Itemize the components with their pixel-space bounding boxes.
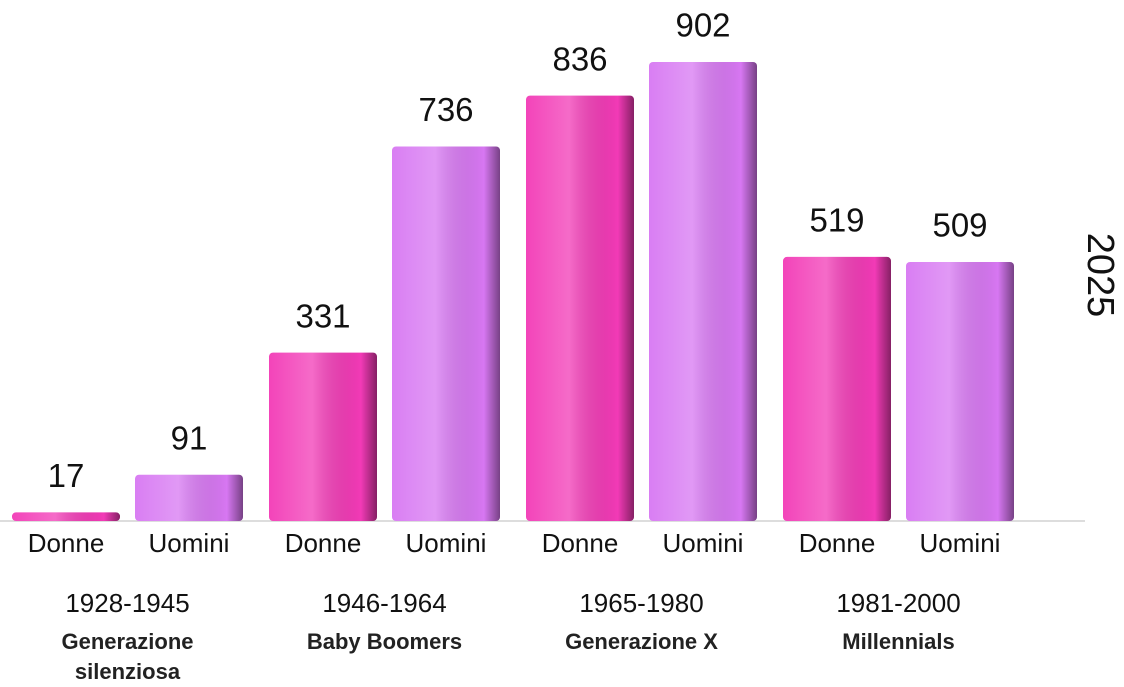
category-label: 1965-1980	[579, 588, 703, 618]
series-label: Donne	[542, 528, 619, 558]
category-label: 1946-1964	[322, 588, 446, 618]
value-label: 509	[932, 207, 987, 244]
bar-shade	[135, 474, 243, 521]
category-name: Millennials	[842, 629, 955, 654]
series-label: Donne	[285, 528, 362, 558]
value-label: 17	[48, 457, 85, 494]
bar-shade	[906, 261, 1014, 521]
series-label: Donne	[799, 528, 876, 558]
category-name: Generazione silenziosa	[61, 629, 194, 684]
value-label: 519	[809, 202, 864, 239]
series-label: Uomini	[406, 528, 487, 558]
value-label: 902	[675, 7, 730, 44]
category-name: Generazione X	[565, 629, 718, 654]
value-label: 331	[295, 297, 350, 334]
bar-shade	[12, 512, 120, 521]
series-label: Uomini	[920, 528, 1001, 558]
series-label: Donne	[28, 528, 105, 558]
series-label: Uomini	[663, 528, 744, 558]
value-label: 91	[171, 419, 208, 456]
bar-shade	[783, 256, 891, 521]
value-label: 836	[552, 40, 607, 77]
bar-shade	[649, 62, 757, 521]
category-name: Baby Boomers	[306, 629, 463, 654]
category-label: 1928-1945	[65, 588, 189, 618]
side-label: 2025	[1079, 233, 1121, 318]
series-label: Uomini	[149, 528, 230, 558]
bar-shade	[269, 352, 377, 521]
value-label: 736	[418, 91, 473, 128]
category-label: 1981-2000	[836, 588, 960, 618]
bar-shade	[526, 95, 634, 522]
bar-shade	[392, 146, 500, 521]
